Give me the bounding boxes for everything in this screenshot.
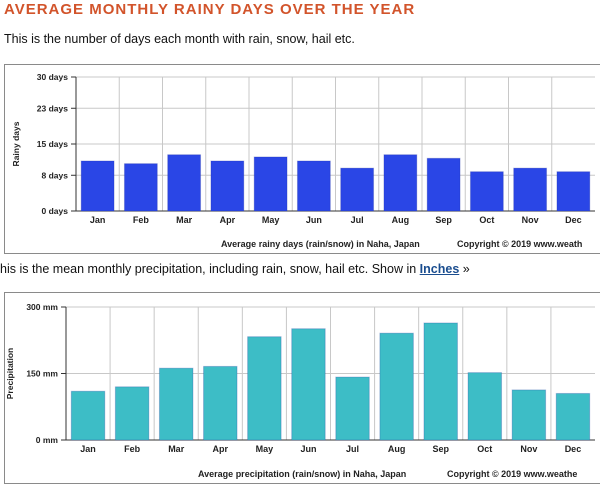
rainy-bar-dec [556, 171, 591, 212]
precip-ytick-label: 150 mm [26, 369, 58, 379]
precip-x-label: Jul [346, 444, 359, 454]
precip-x-label: Feb [124, 444, 141, 454]
precip-bar-apr [203, 365, 238, 441]
rainy-bar-mar [167, 154, 202, 212]
precip-bar-jul [335, 376, 370, 441]
rainy-bar-jan [80, 160, 115, 212]
rainy-copyright: Copyright © 2019 www.weath [457, 239, 582, 249]
rainy-bar-feb [123, 163, 158, 212]
precip-x-label: Dec [565, 444, 582, 454]
rainy-bar-may [253, 156, 288, 212]
precip-bar-sep [423, 322, 458, 441]
precip-caption: Average precipitation (rain/snow) in Nah… [198, 469, 406, 479]
precip-y-axis-title: Precipitation [5, 348, 15, 399]
precip-ytick-label: 300 mm [26, 302, 58, 312]
rainy-x-label: Apr [220, 215, 236, 225]
precipitation-chart-panel: 0 mm 150 mm 300 mm Jan Feb Mar Apr May Jun Jul Aug… [4, 292, 600, 484]
precip-x-label: Jan [80, 444, 96, 454]
rainy-days-chart: 0 days 8 days 15 days 23 days 30 days Jan Feb M… [11, 72, 595, 249]
rainy-ytick-label: 8 days [42, 170, 69, 180]
rainy-ytick-label: 0 days [42, 206, 69, 216]
precip-bar-may [247, 336, 282, 441]
rainy-ytick-label: 30 days [37, 72, 68, 82]
rainy-bar-sep [426, 157, 461, 212]
rainy-x-label: Jan [90, 215, 106, 225]
rainy-ytick-label: 15 days [37, 139, 68, 149]
precipitation-chart: 0 mm 150 mm 300 mm Jan Feb Mar Apr May Jun Jul Aug… [5, 302, 595, 479]
precip-x-label: Mar [168, 444, 185, 454]
precip-copyright: Copyright © 2019 www.weathe [447, 469, 577, 479]
rainy-x-label: Jul [351, 215, 364, 225]
precip-x-label: Jun [300, 444, 316, 454]
precip-bar-dec [555, 392, 591, 441]
rainy-days-description: This is the number of days each month wi… [4, 32, 355, 46]
rainy-days-chart-panel: 0 days 8 days 15 days 23 days 30 days Jan Feb M… [4, 64, 600, 254]
precipitation-description: his is the mean monthly precipitation, i… [0, 262, 470, 276]
rainy-x-label: Aug [392, 215, 410, 225]
precip-x-label: May [256, 444, 274, 454]
rainy-x-label: May [262, 215, 280, 225]
precip-bar-feb [114, 386, 150, 441]
rainy-bar-jun [296, 160, 331, 212]
precip-bar-mar [158, 367, 194, 441]
page-title: AVERAGE MONTHLY RAINY DAYS OVER THE YEAR [4, 1, 416, 18]
precip-x-label: Nov [520, 444, 537, 454]
rainy-x-label: Mar [176, 215, 193, 225]
rainy-x-label: Feb [133, 215, 150, 225]
rainy-bar-aug [383, 154, 418, 212]
rainy-x-label: Dec [565, 215, 582, 225]
precip-bar-nov [511, 389, 547, 441]
rainy-ytick-label: 23 days [37, 103, 68, 113]
rainy-x-label: Sep [435, 215, 452, 225]
precip-x-label: Apr [213, 444, 229, 454]
precipitation-description-text: his is the mean monthly precipitation, i… [0, 262, 420, 276]
show-inches-link[interactable]: Inches [419, 262, 460, 276]
rainy-bar-nov [513, 167, 548, 212]
rainy-x-label: Oct [479, 215, 494, 225]
precip-ytick-label: 0 mm [36, 435, 59, 445]
rainy-bar-apr [210, 160, 245, 212]
rainy-caption: Average rainy days (rain/snow) in Naha, … [221, 239, 420, 249]
precip-x-label: Aug [388, 444, 406, 454]
precipitation-description-suffix: » [459, 262, 470, 276]
precip-bar-aug [379, 332, 414, 441]
rainy-x-label: Nov [522, 215, 539, 225]
rainy-x-label: Jun [306, 215, 322, 225]
rainy-y-axis-title: Rainy days [11, 121, 21, 166]
precip-x-label: Oct [477, 444, 492, 454]
precip-bar-jan [70, 390, 106, 441]
rainy-bar-oct [469, 171, 504, 212]
precip-x-label: Sep [432, 444, 449, 454]
rainy-bar-jul [340, 167, 375, 212]
precip-bar-oct [467, 372, 503, 441]
precip-bar-jun [291, 328, 326, 441]
